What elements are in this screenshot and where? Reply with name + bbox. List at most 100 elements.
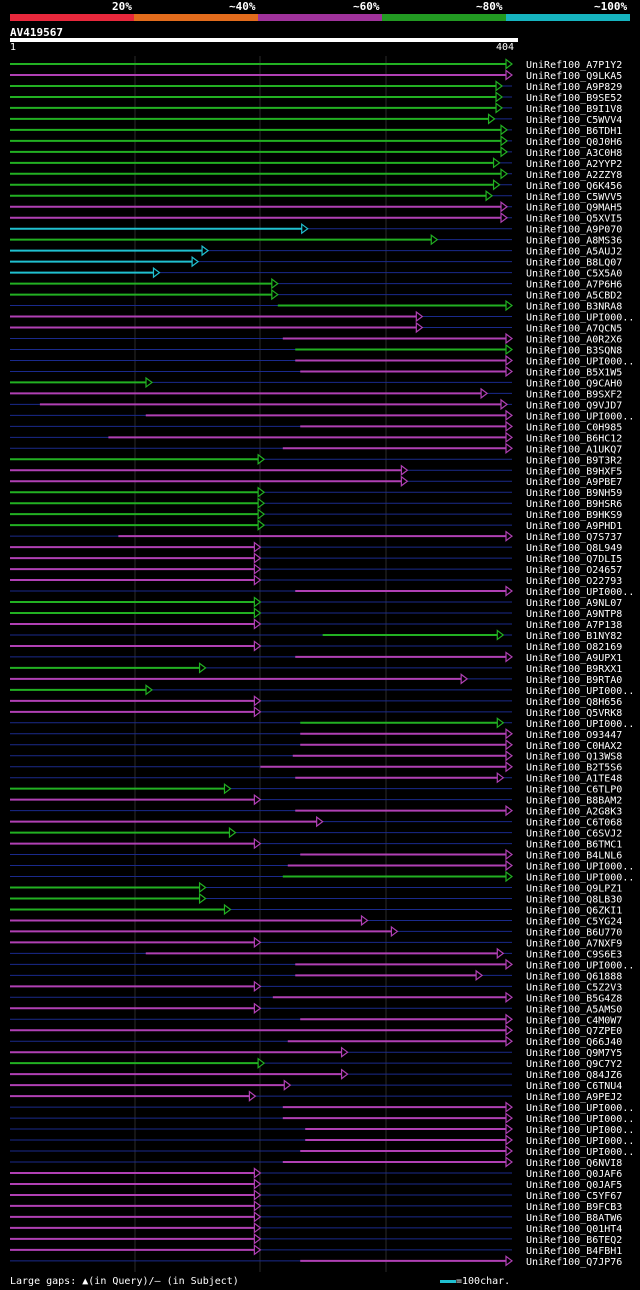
hit-row[interactable]: UniRef100_B9FCB3: [10, 1200, 622, 1213]
hit-row[interactable]: UniRef100_A5CBD2: [10, 288, 622, 302]
hit-row[interactable]: UniRef100_A5AUJ2: [10, 244, 622, 258]
hit-label[interactable]: UniRef100_A7P1Y2: [526, 60, 622, 71]
hit-label[interactable]: UniRef100_UPI000..: [526, 719, 634, 730]
hit-label[interactable]: UniRef100_C5WVV4: [526, 115, 622, 126]
hit-row[interactable]: UniRef100_Q6NVI8: [10, 1156, 622, 1170]
hit-label[interactable]: UniRef100_Q6NVI8: [526, 1158, 622, 1169]
hit-row[interactable]: UniRef100_C5YF67: [10, 1189, 622, 1202]
hit-row[interactable]: UniRef100_B6TEQ2: [10, 1233, 622, 1246]
hit-label[interactable]: UniRef100_UPI000..: [526, 1103, 634, 1114]
hit-label[interactable]: UniRef100_A9P829: [526, 82, 622, 93]
hit-label[interactable]: UniRef100_B9RXX1: [526, 664, 622, 675]
hit-label[interactable]: UniRef100_UPI000..: [526, 411, 634, 422]
hit-label[interactable]: UniRef100_A7P138: [526, 620, 622, 631]
hit-row[interactable]: UniRef100_B9RTA0: [10, 673, 622, 686]
hit-label[interactable]: UniRef100_C4M0W7: [526, 1015, 622, 1026]
hit-label[interactable]: UniRef100_Q8LB30: [526, 894, 622, 905]
hit-row[interactable]: UniRef100_Q84JZ6: [10, 1068, 622, 1082]
hit-row[interactable]: UniRef100_A8MS36: [10, 233, 622, 247]
hit-label[interactable]: UniRef100_UPI000..: [526, 862, 634, 873]
hit-label[interactable]: UniRef100_O93447: [526, 730, 622, 741]
hit-label[interactable]: UniRef100_Q9MAH5: [526, 203, 622, 214]
hit-label[interactable]: UniRef100_A1UKQ7: [526, 444, 622, 455]
hit-label[interactable]: UniRef100_A7P6H6: [526, 280, 622, 291]
hit-row[interactable]: UniRef100_Q0JAF5: [10, 1178, 622, 1191]
hit-label[interactable]: UniRef100_B9HSR6: [526, 499, 622, 510]
hit-label[interactable]: UniRef100_B8LQ07: [526, 258, 622, 269]
hit-label[interactable]: UniRef100_A9PBE7: [526, 477, 622, 488]
hit-label[interactable]: UniRef100_Q9LPZ1: [526, 884, 622, 895]
hit-row[interactable]: UniRef100_C0HAX2: [10, 739, 622, 752]
hit-row[interactable]: UniRef100_A9NL07: [10, 596, 622, 610]
hit-row[interactable]: UniRef100_A9PEJ2: [10, 1090, 622, 1104]
hit-row[interactable]: UniRef100_C4M0W7: [10, 1013, 622, 1027]
hit-row[interactable]: UniRef100_A0R2X6: [10, 332, 622, 346]
hit-label[interactable]: UniRef100_B8ATW6: [526, 1213, 622, 1224]
hit-label[interactable]: UniRef100_UPI000..: [526, 873, 634, 884]
hit-row[interactable]: UniRef100_A7P1Y2: [10, 58, 622, 72]
hit-label[interactable]: UniRef100_A1TE48: [526, 774, 622, 785]
hit-row[interactable]: UniRef100_O93447: [10, 728, 622, 741]
hit-label[interactable]: UniRef100_A9P070: [526, 225, 622, 236]
hit-row[interactable]: UniRef100_A7NXF9: [10, 936, 622, 950]
hit-label[interactable]: UniRef100_UPI000..: [526, 356, 634, 367]
hit-row[interactable]: UniRef100_B3NRA8: [10, 299, 622, 313]
hit-label[interactable]: UniRef100_Q6ZKI1: [526, 905, 622, 916]
hit-label[interactable]: UniRef100_C5Z2V3: [526, 982, 622, 993]
hit-row[interactable]: UniRef100_Q9CAH0: [10, 376, 622, 390]
hit-row[interactable]: UniRef100_B9RXX1: [10, 662, 622, 675]
hit-row[interactable]: UniRef100_B5X1W5: [10, 365, 622, 379]
hit-row[interactable]: UniRef100_UPI000..: [10, 310, 634, 324]
hit-label[interactable]: UniRef100_A2YYP2: [526, 159, 622, 170]
hit-label[interactable]: UniRef100_O22793: [526, 576, 622, 587]
hit-row[interactable]: UniRef100_Q5XVI5: [10, 212, 622, 225]
hit-label[interactable]: UniRef100_C5X5A0: [526, 269, 622, 280]
hit-row[interactable]: UniRef100_O82169: [10, 640, 622, 653]
hit-row[interactable]: UniRef100_Q9LKA5: [10, 69, 622, 82]
hit-row[interactable]: UniRef100_Q0J0H6: [10, 135, 622, 148]
hit-label[interactable]: UniRef100_UPI000..: [526, 960, 634, 971]
hit-row[interactable]: UniRef100_B4LNL6: [10, 848, 622, 862]
hit-label[interactable]: UniRef100_Q61888: [526, 971, 622, 982]
hit-label[interactable]: UniRef100_C9S6E3: [526, 949, 622, 960]
hit-row[interactable]: UniRef100_C6T068: [10, 815, 622, 829]
hit-row[interactable]: UniRef100_UPI000..: [10, 1123, 634, 1137]
hit-label[interactable]: UniRef100_Q5VRK8: [526, 708, 622, 719]
hit-label[interactable]: UniRef100_B4FBH1: [526, 1246, 622, 1257]
hit-row[interactable]: UniRef100_UPI000..: [10, 1145, 634, 1159]
hit-label[interactable]: UniRef100_B9HXF5: [526, 466, 622, 477]
hit-label[interactable]: UniRef100_A8MS36: [526, 236, 622, 247]
hit-row[interactable]: UniRef100_Q8H656: [10, 695, 622, 708]
hit-row[interactable]: UniRef100_UPI000..: [10, 958, 634, 972]
hit-row[interactable]: UniRef100_Q6ZKI1: [10, 903, 622, 917]
hit-label[interactable]: UniRef100_B2T5S6: [526, 763, 622, 774]
hit-label[interactable]: UniRef100_C6TNU4: [526, 1081, 622, 1092]
hit-row[interactable]: UniRef100_A7P6H6: [10, 277, 622, 291]
hit-row[interactable]: UniRef100_UPI000..: [10, 717, 634, 730]
hit-label[interactable]: UniRef100_A9PHD1: [526, 521, 622, 532]
hit-label[interactable]: UniRef100_UPI000..: [526, 686, 634, 697]
hit-row[interactable]: UniRef100_UPI000..: [10, 1101, 634, 1115]
hit-row[interactable]: UniRef100_Q61888: [10, 969, 622, 983]
hit-label[interactable]: UniRef100_C6TLP0: [526, 785, 622, 796]
hit-row[interactable]: UniRef100_C6TLP0: [10, 782, 622, 796]
hit-label[interactable]: UniRef100_B9SE52: [526, 93, 622, 104]
hit-row[interactable]: UniRef100_B9SE52: [10, 91, 622, 104]
hit-label[interactable]: UniRef100_C5WVV5: [526, 192, 622, 203]
hit-label[interactable]: UniRef100_Q7JP76: [526, 1257, 622, 1268]
hit-row[interactable]: UniRef100_A9PBE7: [10, 475, 622, 489]
hit-row[interactable]: UniRef100_B4FBH1: [10, 1244, 622, 1257]
hit-label[interactable]: UniRef100_B9RTA0: [526, 675, 622, 686]
hit-label[interactable]: UniRef100_UPI000..: [526, 1114, 634, 1125]
hit-row[interactable]: UniRef100_A1UKQ7: [10, 442, 622, 456]
hit-row[interactable]: UniRef100_A9PHD1: [10, 519, 622, 533]
hit-label[interactable]: UniRef100_B5G4Z8: [526, 993, 622, 1004]
hit-label[interactable]: UniRef100_UPI000..: [526, 313, 634, 324]
hit-row[interactable]: UniRef100_Q6K456: [10, 179, 622, 192]
hit-row[interactable]: UniRef100_Q7S737: [10, 530, 622, 544]
hit-label[interactable]: UniRef100_A9NL07: [526, 598, 622, 609]
hit-row[interactable]: UniRef100_UPI000..: [10, 354, 634, 368]
hit-row[interactable]: UniRef100_B3SQN8: [10, 343, 622, 357]
hit-row[interactable]: UniRef100_B6U770: [10, 925, 622, 939]
hit-label[interactable]: UniRef100_Q9VJD7: [526, 400, 622, 411]
